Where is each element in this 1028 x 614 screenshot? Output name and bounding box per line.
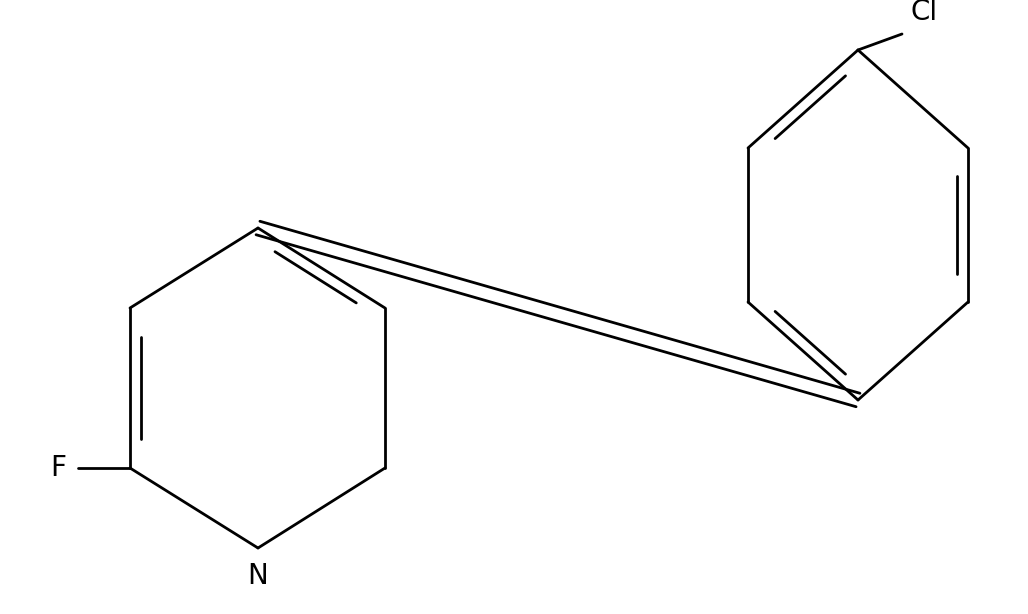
Text: N: N [248, 562, 268, 590]
Text: Cl: Cl [910, 0, 938, 26]
Text: F: F [50, 454, 66, 482]
